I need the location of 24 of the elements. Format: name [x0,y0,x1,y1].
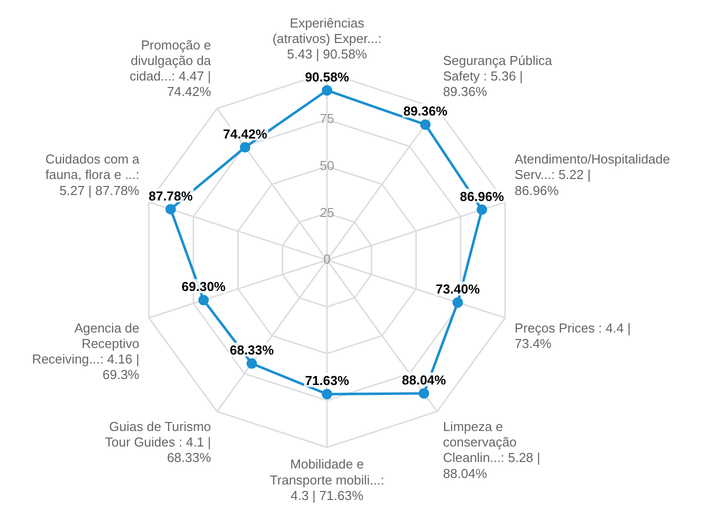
spoke-label: Atendimento/Hospitalidade Serv...: 5.22 | 86.96% [514,152,670,198]
data-label: 74.42% [223,126,268,142]
spoke-label: Guias de Turismo Tour Guides : 4.1 | 68.33% [105,418,212,466]
spoke-label: Promoção e divulgação da cidad...: 4.47 | 74.42% [130,37,212,100]
spoke-label: Cuidados com a fauna, flora e ...: 5.27 | 87.78% [45,152,140,198]
data-label: 86.96% [460,188,504,204]
data-label: 71.63% [304,373,350,388]
spoke-label: Agencia de Receptivo Receiving...: 4.16 | 69.3% [32,320,140,382]
data-label: 69.30% [182,279,226,294]
spoke-label: Experiências (atrativos) Exper...: 5.43 | 90.58% [272,15,382,62]
data-label: 68.33% [230,342,274,358]
data-label: 90.58% [304,69,350,84]
data-label: 73.40% [436,282,480,297]
y-tick-label: 25 [320,204,334,220]
y-tick-label: 50 [320,158,334,173]
data-label: 88.04% [402,372,446,388]
spoke-label: Limpeza e conservação Cleanlin...: 5.28 | 88.04% [442,418,540,481]
spoke-label: Preços Prices : 4.4 | 73.4% [514,320,631,351]
data-label: 87.78% [148,188,194,204]
y-tick-label: 0 [323,252,331,267]
spoke-label: Segurança Pública Safety : 5.36 | 89.36% [442,52,553,100]
data-label: 89.36% [403,104,448,119]
y-tick-label: 75 [320,111,334,126]
spoke-label: Mobilidade e Transporte mobili...: 4.3 | 71.63% [270,456,384,503]
